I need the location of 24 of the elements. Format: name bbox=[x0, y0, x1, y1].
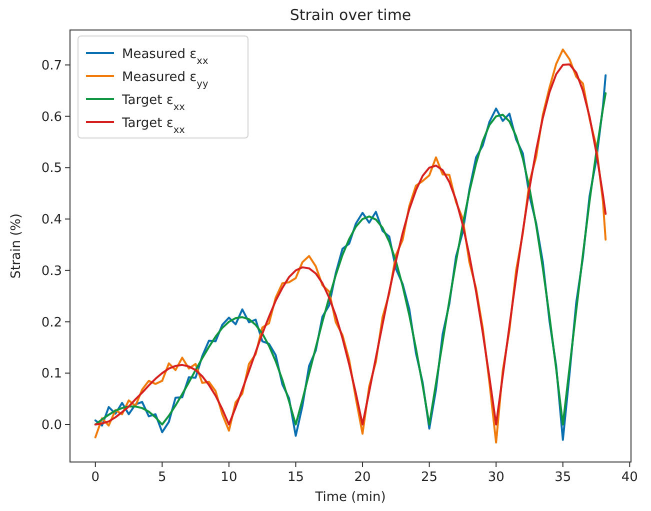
x-tick-label: 35 bbox=[554, 470, 572, 485]
x-tick-label: 5 bbox=[158, 470, 166, 485]
y-tick-label: 0.6 bbox=[41, 110, 62, 125]
x-tick-label: 25 bbox=[421, 470, 438, 485]
y-tick-label: 0.5 bbox=[41, 161, 62, 176]
y-tick-label: 0.0 bbox=[41, 418, 62, 433]
chart-title: Strain over time bbox=[290, 6, 412, 24]
legend-label: Measured ε$_{yy}$ bbox=[122, 70, 208, 90]
x-tick-label: 0 bbox=[91, 470, 100, 485]
x-tick-label: 20 bbox=[354, 470, 371, 485]
x-tick-label: 15 bbox=[287, 470, 304, 485]
legend-label: Target ε$_{xx}$ bbox=[121, 116, 186, 136]
y-tick-label: 0.7 bbox=[41, 58, 62, 74]
x-tick-label: 10 bbox=[220, 470, 238, 485]
x-axis-title: Time (min) bbox=[314, 490, 386, 505]
y-tick-label: 0.1 bbox=[41, 366, 62, 382]
legend-label: Measured ε$_{xx}$ bbox=[122, 47, 208, 66]
y-tick-label: 0.2 bbox=[41, 315, 62, 330]
x-tick-label: 30 bbox=[488, 470, 504, 485]
y-axis-title: Strain (%) bbox=[9, 213, 24, 279]
x-tick-label: 40 bbox=[621, 470, 638, 485]
y-tick-label: 0.4 bbox=[41, 212, 62, 228]
y-tick-label: 0.3 bbox=[41, 264, 62, 279]
legend-label: Target ε$_{xx}$ bbox=[121, 93, 186, 112]
